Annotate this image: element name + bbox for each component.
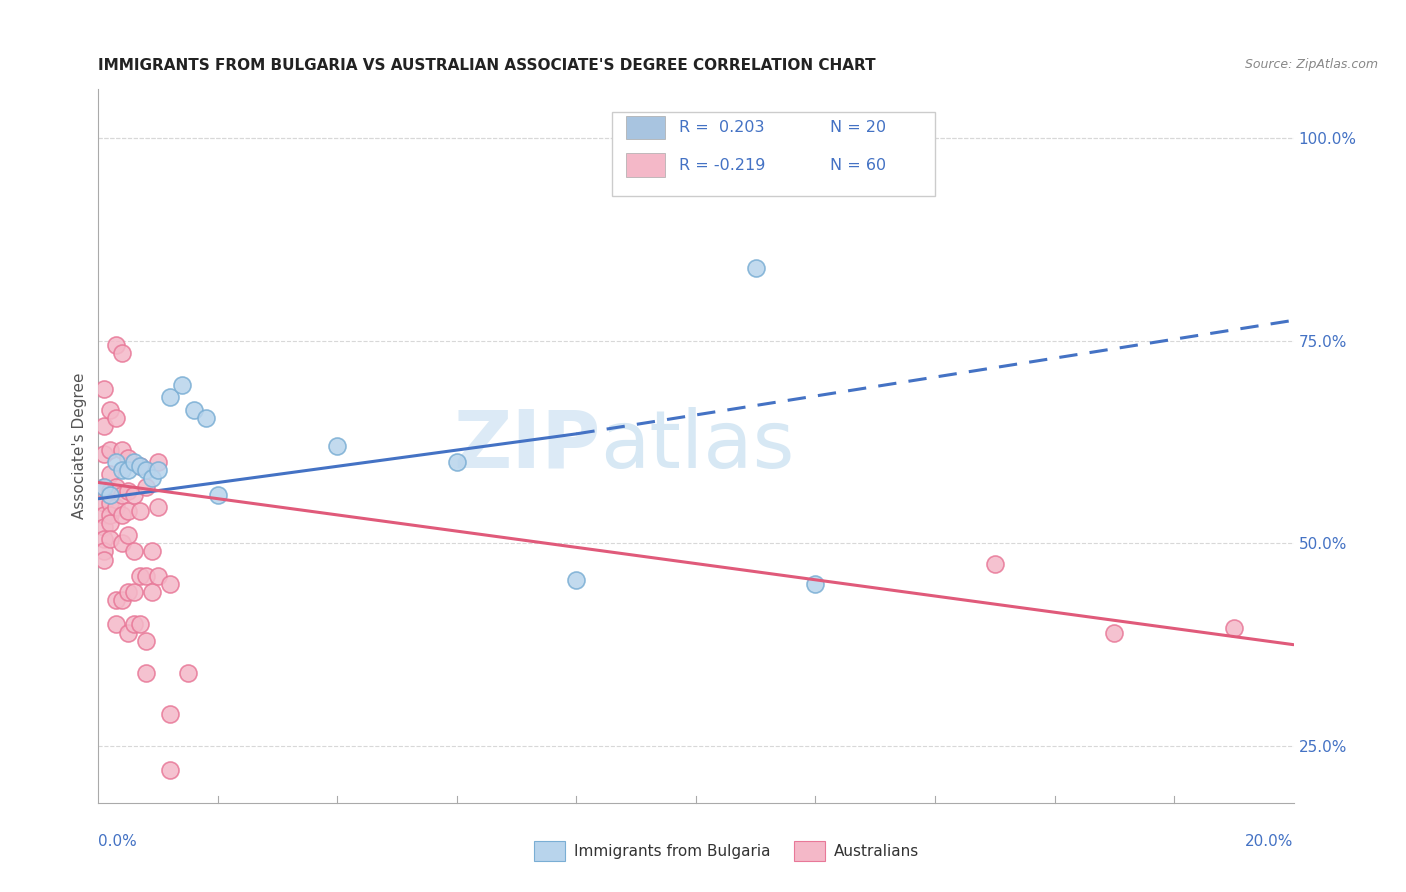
Point xyxy=(93,382,115,396)
Point xyxy=(100,467,122,482)
Point xyxy=(565,573,588,587)
Text: ZIP: ZIP xyxy=(453,407,600,485)
Text: 0.0%: 0.0% xyxy=(98,834,138,849)
Point xyxy=(93,496,115,510)
Point xyxy=(100,508,122,522)
Point xyxy=(129,568,152,582)
Point xyxy=(129,504,152,518)
Point xyxy=(93,418,115,433)
Text: atlas: atlas xyxy=(600,407,794,485)
Point xyxy=(105,479,128,493)
Point xyxy=(111,593,134,607)
Point xyxy=(135,633,157,648)
Point xyxy=(207,488,229,502)
Point xyxy=(129,459,152,474)
Point xyxy=(135,568,157,582)
Point xyxy=(93,508,115,522)
Point xyxy=(446,455,468,469)
Point xyxy=(129,459,152,474)
Point xyxy=(135,463,157,477)
Point xyxy=(141,585,163,599)
Point xyxy=(124,455,146,469)
Point xyxy=(93,479,115,493)
Point xyxy=(100,516,122,530)
Point xyxy=(124,617,146,632)
Point xyxy=(124,585,146,599)
Text: IMMIGRANTS FROM BULGARIA VS AUSTRALIAN ASSOCIATE'S DEGREE CORRELATION CHART: IMMIGRANTS FROM BULGARIA VS AUSTRALIAN A… xyxy=(98,58,876,73)
Point xyxy=(183,402,205,417)
Y-axis label: Associate's Degree: Associate's Degree xyxy=(72,373,87,519)
Point xyxy=(93,544,115,558)
Point xyxy=(135,479,157,493)
Point xyxy=(100,488,122,502)
Point xyxy=(804,577,827,591)
Point xyxy=(117,585,139,599)
Point xyxy=(117,528,139,542)
Point xyxy=(984,557,1007,571)
Point xyxy=(93,520,115,534)
Point xyxy=(111,488,134,502)
Point xyxy=(93,533,115,547)
Point xyxy=(148,463,170,477)
Point xyxy=(172,378,194,392)
Text: Australians: Australians xyxy=(834,845,920,859)
Point xyxy=(105,337,128,351)
Point xyxy=(159,577,181,591)
Point xyxy=(124,544,146,558)
Point xyxy=(111,345,134,359)
Point xyxy=(117,483,139,498)
Point xyxy=(117,463,139,477)
Point xyxy=(105,593,128,607)
Point xyxy=(135,666,157,681)
Point xyxy=(117,451,139,466)
Point xyxy=(105,410,128,425)
Point xyxy=(148,568,170,582)
Point xyxy=(326,439,349,453)
Point xyxy=(117,625,139,640)
Point xyxy=(93,479,115,493)
Point xyxy=(159,390,181,404)
Point xyxy=(105,500,128,514)
Point xyxy=(100,533,122,547)
Point xyxy=(141,544,163,558)
Point xyxy=(1104,625,1126,640)
Point xyxy=(111,536,134,550)
Point xyxy=(148,455,170,469)
Text: N = 60: N = 60 xyxy=(830,158,886,172)
Point xyxy=(93,447,115,461)
Point xyxy=(745,260,768,275)
Point xyxy=(111,463,134,477)
Text: 20.0%: 20.0% xyxy=(1246,834,1294,849)
Point xyxy=(1223,622,1246,636)
Point xyxy=(117,504,139,518)
Text: Source: ZipAtlas.com: Source: ZipAtlas.com xyxy=(1244,58,1378,71)
Point xyxy=(159,706,181,721)
Point xyxy=(100,443,122,458)
Point xyxy=(100,483,122,498)
Point xyxy=(141,471,163,485)
Point xyxy=(177,666,200,681)
Point xyxy=(105,455,128,469)
Text: Immigrants from Bulgaria: Immigrants from Bulgaria xyxy=(574,845,770,859)
Point xyxy=(195,410,218,425)
Point xyxy=(100,496,122,510)
Point xyxy=(111,443,134,458)
Point xyxy=(105,617,128,632)
Point xyxy=(148,500,170,514)
Point xyxy=(124,488,146,502)
Point xyxy=(159,764,181,778)
Point xyxy=(111,508,134,522)
Point xyxy=(100,402,122,417)
Text: N = 20: N = 20 xyxy=(830,120,886,135)
Point xyxy=(129,617,152,632)
Text: R = -0.219: R = -0.219 xyxy=(679,158,765,172)
Point xyxy=(93,552,115,566)
Text: R =  0.203: R = 0.203 xyxy=(679,120,765,135)
